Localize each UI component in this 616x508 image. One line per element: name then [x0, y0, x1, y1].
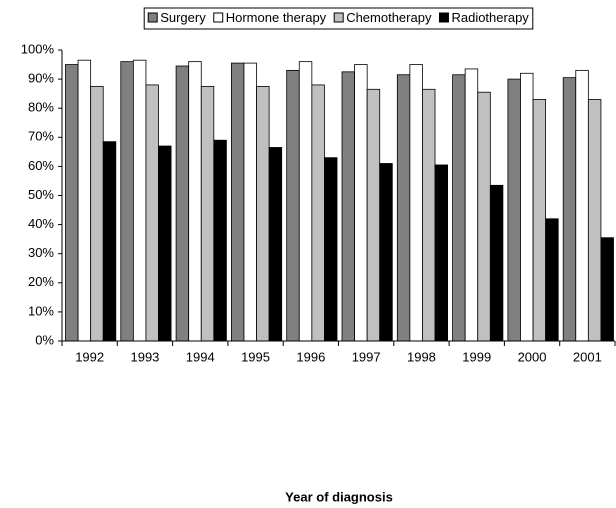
x-tick-label: 1998: [407, 349, 436, 364]
y-tick-label: 70%: [28, 129, 54, 144]
x-tick-label: 1992: [75, 349, 104, 364]
bar: [90, 85, 104, 342]
bar: [545, 218, 559, 342]
x-tick-label: 1995: [241, 349, 270, 364]
bar: [532, 99, 547, 342]
bar: [507, 78, 521, 342]
legend-label: Radiotherapy: [451, 10, 529, 25]
y-tick-label: 80%: [28, 100, 54, 115]
x-tick-label: 1999: [462, 349, 491, 364]
bar: [366, 88, 381, 342]
y-tick-label: 10%: [28, 303, 54, 318]
y-tick-label: 50%: [28, 187, 54, 202]
x-tick-label: 1997: [352, 349, 381, 364]
bar: [341, 71, 355, 342]
legend-swatch: [438, 12, 449, 23]
bar: [175, 65, 190, 342]
bar: [562, 77, 577, 342]
bar: [145, 84, 159, 342]
bar: [324, 157, 338, 342]
legend-label: Surgery: [160, 10, 206, 25]
x-tick-label: 1993: [130, 349, 159, 364]
bar: [256, 85, 270, 342]
bar: [520, 72, 534, 342]
legend-swatch: [333, 12, 344, 23]
bar: [200, 85, 215, 342]
bar: [132, 59, 147, 342]
bar: [65, 64, 79, 342]
bar: [464, 68, 479, 342]
bar: [396, 74, 411, 342]
y-tick-label: 30%: [28, 245, 54, 260]
bar: [422, 88, 436, 342]
bar: [311, 84, 325, 342]
x-tick-label: 1996: [296, 349, 325, 364]
bar: [120, 61, 134, 342]
y-tick-label: 90%: [28, 71, 54, 86]
y-tick-label: 100%: [21, 41, 55, 56]
bar: [213, 139, 227, 342]
legend-swatch: [147, 12, 158, 23]
bar: [354, 64, 368, 342]
legend-label: Chemotherapy: [346, 10, 432, 25]
legend-swatch: [213, 12, 224, 23]
bar: [158, 145, 172, 342]
bar: [434, 164, 448, 342]
x-tick-label: 2000: [518, 349, 547, 364]
bar: [243, 62, 257, 342]
bar: [452, 74, 466, 342]
x-tick-label: 2001: [573, 349, 602, 364]
x-axis-title: Year of diagnosis: [285, 489, 393, 504]
bar: [409, 64, 423, 342]
bar: [575, 69, 589, 342]
bar: [379, 163, 393, 342]
y-tick-label: 60%: [28, 158, 54, 173]
bar: [268, 147, 283, 342]
bar: [188, 61, 202, 342]
y-tick-label: 40%: [28, 216, 54, 231]
x-tick-label: 1994: [186, 349, 215, 364]
bar: [286, 69, 300, 342]
legend-label: Hormone therapy: [226, 10, 327, 25]
y-tick-label: 20%: [28, 274, 54, 289]
bar: [298, 61, 313, 342]
y-tick-label: 0%: [35, 332, 54, 347]
bar: [600, 237, 614, 342]
bar: [587, 99, 602, 342]
bar: [102, 141, 117, 342]
bar: [477, 91, 491, 342]
bar: [77, 59, 92, 342]
bar: [489, 184, 504, 342]
bar: [230, 62, 245, 342]
